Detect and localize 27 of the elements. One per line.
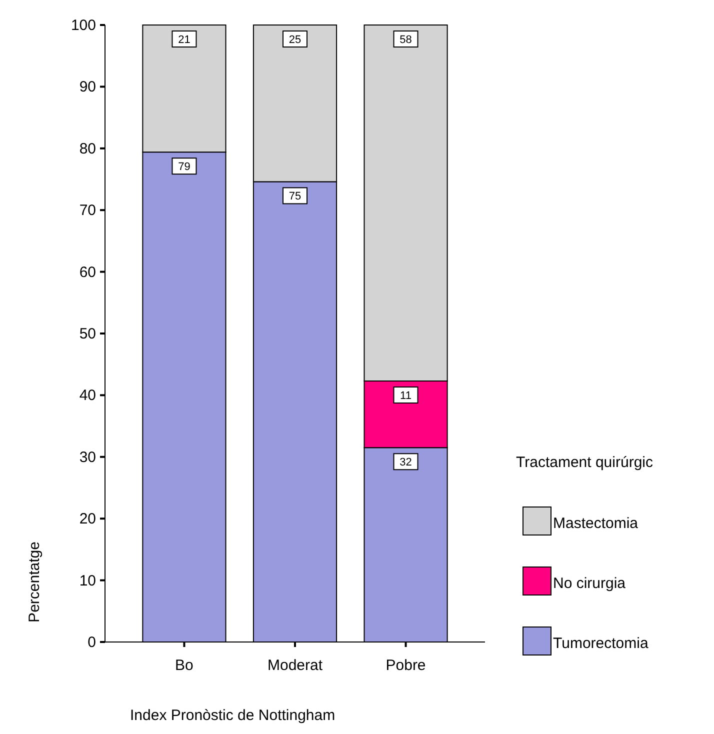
data-label: 11 — [400, 390, 412, 402]
data-label: 79 — [178, 161, 190, 174]
y-tick-label: 70 — [79, 202, 96, 220]
y-tick-label: 20 — [79, 510, 96, 528]
legend-label: Tumorectomia — [553, 635, 649, 652]
legend-label: Mastectomia — [553, 515, 639, 532]
y-tick-label: 80 — [79, 140, 96, 158]
legend-label: No cirurgia — [553, 575, 626, 592]
legend-title: Tractament quirúrgic — [516, 454, 654, 471]
y-tick-label: 60 — [79, 264, 96, 281]
data-label: 75 — [288, 190, 302, 203]
y-axis-title: Percentatge — [26, 542, 43, 622]
data-label: 25 — [288, 34, 302, 46]
y-tick-label: 100 — [70, 17, 96, 34]
x-tick-label: Pobre — [386, 657, 426, 674]
y-tick-label: 40 — [79, 387, 96, 404]
x-tick-label: Moderat — [267, 657, 324, 674]
y-tick-label: 30 — [79, 448, 96, 466]
data-label: 21 — [178, 34, 190, 46]
y-tick-label: 50 — [79, 326, 96, 342]
data-label: 32 — [400, 456, 412, 469]
y-tick-label: 90 — [79, 78, 96, 96]
x-axis-title: Index Pronòstic de Nottingham — [130, 707, 336, 724]
x-tick-label: Bo — [175, 657, 194, 674]
y-tick-label: 0 — [88, 634, 96, 651]
y-tick-label: 10 — [79, 572, 96, 590]
data-label: 58 — [400, 34, 412, 46]
